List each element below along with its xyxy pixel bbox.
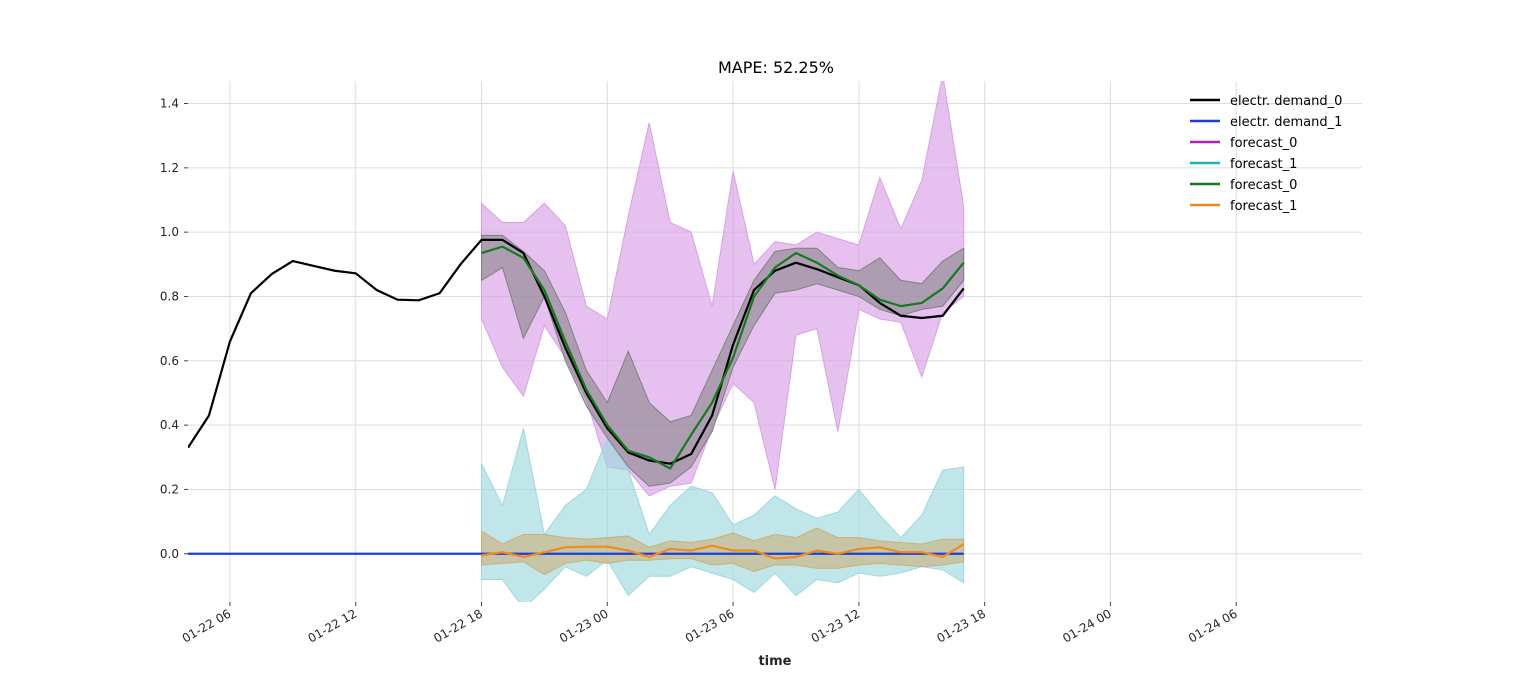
y-tick-label: 1.0 [160,225,179,239]
confidence-band [481,527,965,576]
chart-title: MAPE: 52.25% [718,58,834,77]
series-line [481,245,965,470]
series-line [481,543,965,560]
y-tick-label: 0.2 [160,482,179,496]
series-lines [188,238,965,560]
legend-label: electr. demand_0 [1230,94,1342,109]
y-axis: 0.0 0.2 0.4 0.6 0.8 1.0 1.2 1.4 [160,97,188,561]
confidence-band [481,234,965,487]
y-tick-label: 0.8 [160,289,179,303]
confidence-bands [481,81,965,602]
legend-label: forecast_0 [1230,136,1297,151]
y-tick-label: 0.4 [160,418,179,432]
y-tick-label: 0.6 [160,354,179,368]
series-line [188,238,965,465]
legend-label: electr. demand_1 [1230,115,1342,130]
y-tick-label: 1.2 [160,161,179,175]
y-tick-label: 1.4 [160,97,179,111]
legend: electr. demand_0 electr. demand_1 forecast… [1190,94,1342,214]
legend-label: forecast_1 [1230,199,1297,214]
x-axis-label: time [758,654,791,669]
legend-label: forecast_0 [1230,178,1297,193]
y-tick-label: 0.0 [160,547,179,561]
legend-label: forecast_1 [1230,157,1297,172]
